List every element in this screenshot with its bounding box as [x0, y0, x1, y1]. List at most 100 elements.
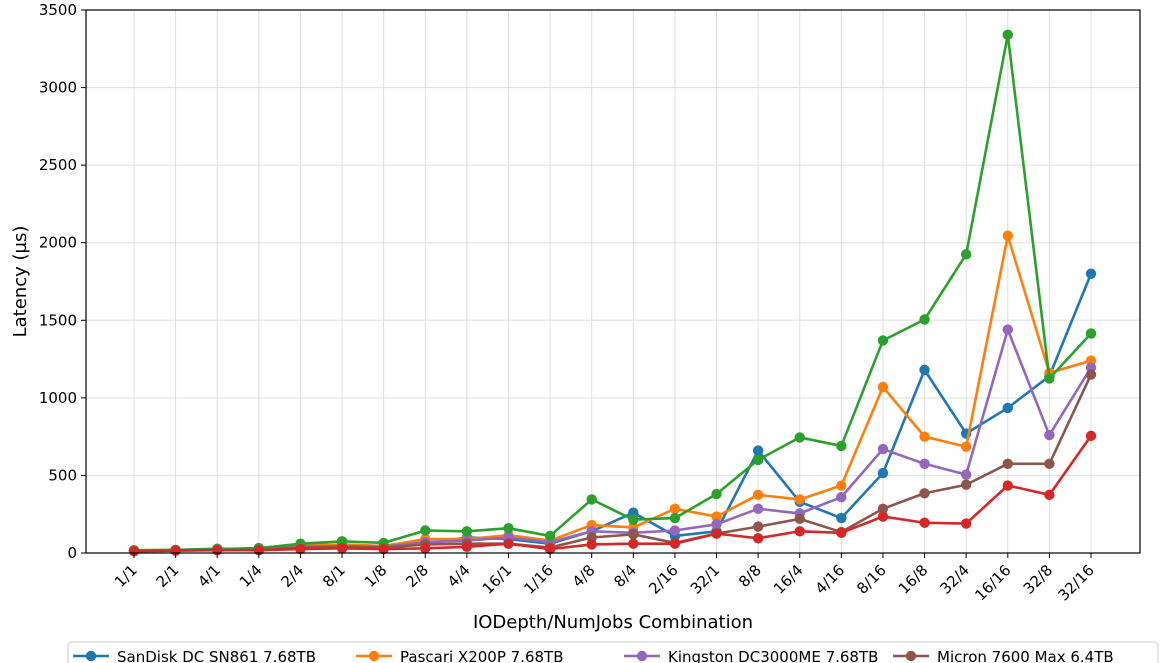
x-tick-label: 2/8 [402, 561, 432, 591]
x-tick-label: 1/16 [520, 561, 557, 598]
data-point [378, 543, 389, 555]
data-point [711, 511, 722, 522]
x-tick-label: 1/8 [361, 561, 391, 591]
legend-swatch-marker [905, 650, 917, 662]
data-point [1002, 480, 1013, 491]
series-lines [128, 29, 1097, 557]
data-point [586, 494, 597, 505]
data-point [1002, 324, 1013, 335]
data-point [877, 381, 889, 393]
x-tick-label: 2/4 [277, 561, 307, 591]
legend-entry: Kingston DC3000ME 7.68TB [624, 648, 878, 663]
data-point [960, 441, 972, 452]
legend-label: Micron 7600 Max 6.4TB [937, 648, 1114, 663]
data-point [877, 467, 889, 479]
data-point [711, 519, 722, 530]
data-point [919, 458, 930, 469]
plot-frame [85, 9, 1141, 554]
data-point [877, 503, 889, 514]
series-line [133, 328, 1093, 552]
data-point [1085, 369, 1097, 380]
data-point [1085, 430, 1097, 442]
x-tick-label: 32/8 [1020, 561, 1057, 598]
data-point [794, 526, 805, 537]
data-point [669, 503, 681, 514]
data-point [1044, 458, 1055, 469]
series-6 [128, 430, 1097, 557]
x-tick-label: 1/4 [236, 561, 266, 591]
y-tick-label: 1000 [39, 389, 77, 407]
x-tick-label: 16/16 [971, 561, 1014, 604]
x-tick-label: 16/4 [770, 561, 807, 598]
series-line [133, 435, 1093, 553]
x-tick-label: 4/4 [444, 561, 474, 591]
data-point [420, 525, 431, 536]
data-point [794, 494, 805, 505]
data-point [836, 440, 847, 452]
data-point [960, 518, 972, 529]
data-point [295, 543, 306, 555]
data-point [877, 335, 889, 346]
data-point [1085, 328, 1097, 339]
data-point [128, 545, 140, 557]
data-point [628, 538, 639, 549]
y-tick-label: 2500 [39, 156, 77, 174]
legend-box [67, 641, 1159, 663]
data-point [836, 512, 847, 524]
data-point [336, 543, 348, 554]
data-point [752, 454, 764, 466]
legend-label: Pascari X200P 7.68TB [400, 648, 564, 663]
data-point [461, 541, 473, 552]
data-point [669, 538, 681, 549]
data-point [752, 533, 764, 544]
data-point [960, 249, 972, 260]
data-point [877, 511, 889, 522]
data-point [960, 479, 972, 490]
data-point [794, 513, 805, 525]
data-point [752, 489, 764, 501]
legend-swatch-marker [636, 650, 648, 662]
data-point [711, 528, 722, 539]
y-tick-label: 0 [67, 544, 77, 562]
data-point [752, 445, 764, 456]
data-point [544, 530, 556, 542]
data-point [919, 431, 930, 442]
data-point [711, 488, 722, 500]
data-point [752, 521, 764, 532]
data-point [919, 488, 930, 499]
x-tick-label: 4/8 [569, 561, 599, 591]
legend-label: SanDisk DC SN861 7.68TB [117, 648, 316, 663]
data-point [586, 539, 597, 550]
data-point [836, 491, 847, 503]
data-point [1044, 429, 1055, 441]
x-tick-label: 32/16 [1055, 561, 1098, 604]
x-tick-label: 32/4 [936, 561, 973, 598]
x-tick-label: 2/16 [645, 561, 682, 598]
data-point [960, 469, 972, 480]
data-point [1002, 230, 1013, 241]
series-5 [128, 29, 1097, 556]
data-point [669, 512, 681, 524]
data-point [836, 527, 847, 539]
x-axis-title: IODepth/NumJobs Combination [473, 612, 753, 633]
legend-swatch-marker [85, 650, 97, 662]
legend-entry: Micron 7600 Max 6.4TB [893, 648, 1114, 663]
y-axis-ticks: 0 500 1000 1500 2000 2500 3000 3500 [39, 1, 86, 562]
data-point [503, 522, 514, 534]
data-point [1002, 458, 1013, 469]
data-point [669, 525, 681, 536]
y-tick-label: 3000 [39, 79, 77, 97]
y-tick-label: 1500 [39, 311, 77, 329]
x-tick-label: 8/1 [319, 561, 349, 591]
data-point [919, 517, 930, 528]
x-tick-label: 2/1 [153, 561, 183, 591]
x-tick-label: 8/16 [853, 561, 890, 598]
data-point [503, 538, 514, 549]
x-axis-ticks: 1/1 2/1 4/1 1/4 2/4 8/1 1/8 2/8 4/4 16/1 1/16 4/8 8/… [111, 553, 1098, 604]
grid-lines [86, 9, 1140, 554]
x-tick-label: 32/1 [687, 561, 724, 598]
y-axis-title: Latency (µs) [10, 226, 31, 338]
x-tick-label: 16/8 [895, 561, 932, 598]
data-point [628, 529, 639, 540]
